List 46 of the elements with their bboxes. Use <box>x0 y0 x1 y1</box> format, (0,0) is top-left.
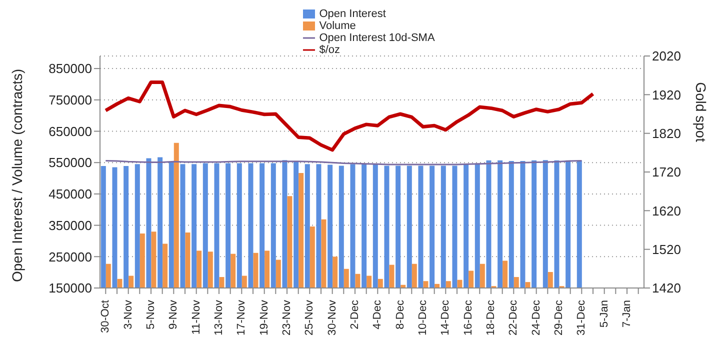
x-tick-label: 16-Dec <box>462 300 474 336</box>
y-tick-label: 350000 <box>48 218 92 233</box>
y-axis-title: Open Interest / Volume (contracts) <box>8 68 25 282</box>
x-tick-label: 13-Nov <box>213 300 225 336</box>
y2-axis-title: Gold spot <box>693 82 710 142</box>
x-tick-label: 5-Nov <box>145 300 157 330</box>
x-tick-label: 17-Nov <box>236 300 248 336</box>
x-tick-label: 7-Jan <box>621 300 633 328</box>
x-tick-label: 30-Oct <box>100 300 112 334</box>
y-tick-label: 850000 <box>48 61 92 76</box>
y2-tick-label: 1720 <box>652 164 681 180</box>
x-tick-label: 9-Nov <box>168 300 180 330</box>
legend-label: Volume <box>319 20 356 32</box>
x-tick-label: 18-Dec <box>485 300 497 336</box>
x-tick-label: 5-Jan <box>598 300 610 328</box>
y2-tick-label: 1420 <box>652 280 681 296</box>
x-tick-label: 29-Dec <box>553 300 565 336</box>
x-tick-label: 25-Nov <box>304 300 316 336</box>
y2-tick-label: 1920 <box>652 87 681 102</box>
y2-tick-label: 2020 <box>652 48 681 64</box>
x-tick-label: 4-Dec <box>372 300 384 330</box>
line-series <box>104 80 595 152</box>
x-tick-label: 24-Dec <box>530 300 542 336</box>
y-tick-label: 550000 <box>48 155 92 170</box>
x-tick-label: 30-Nov <box>326 300 338 336</box>
x-tick-label: 22-Dec <box>508 300 520 336</box>
y-tick-label: 750000 <box>48 92 92 108</box>
x-tick-label: 14-Dec <box>440 300 452 336</box>
legend-label: Open Interest <box>319 8 386 20</box>
y-tick-label: 150000 <box>48 280 92 296</box>
y-tick-label: 450000 <box>48 186 92 202</box>
x-tick-label: 11-Nov <box>190 300 202 335</box>
x-tick-label: 10-Dec <box>417 300 429 336</box>
x-tick-label: 31-Dec <box>576 300 588 336</box>
legend-label: Open Interest 10d-SMA <box>319 32 435 44</box>
x-tick-label: 8-Dec <box>394 300 406 330</box>
x-tick-label: 23-Nov <box>281 300 293 336</box>
y2-tick-label: 1520 <box>652 242 681 257</box>
y-tick-label: 250000 <box>48 249 92 264</box>
y2-tick-label: 1620 <box>652 203 681 218</box>
y2-tick-label: 1820 <box>652 126 681 141</box>
x-tick-label: 19-Nov <box>258 300 270 336</box>
legend-label: $/oz <box>319 44 340 56</box>
x-tick-label: 2-Dec <box>349 300 361 330</box>
y-tick-label: 650000 <box>48 124 92 139</box>
x-tick-label: 3-Nov <box>122 300 134 330</box>
